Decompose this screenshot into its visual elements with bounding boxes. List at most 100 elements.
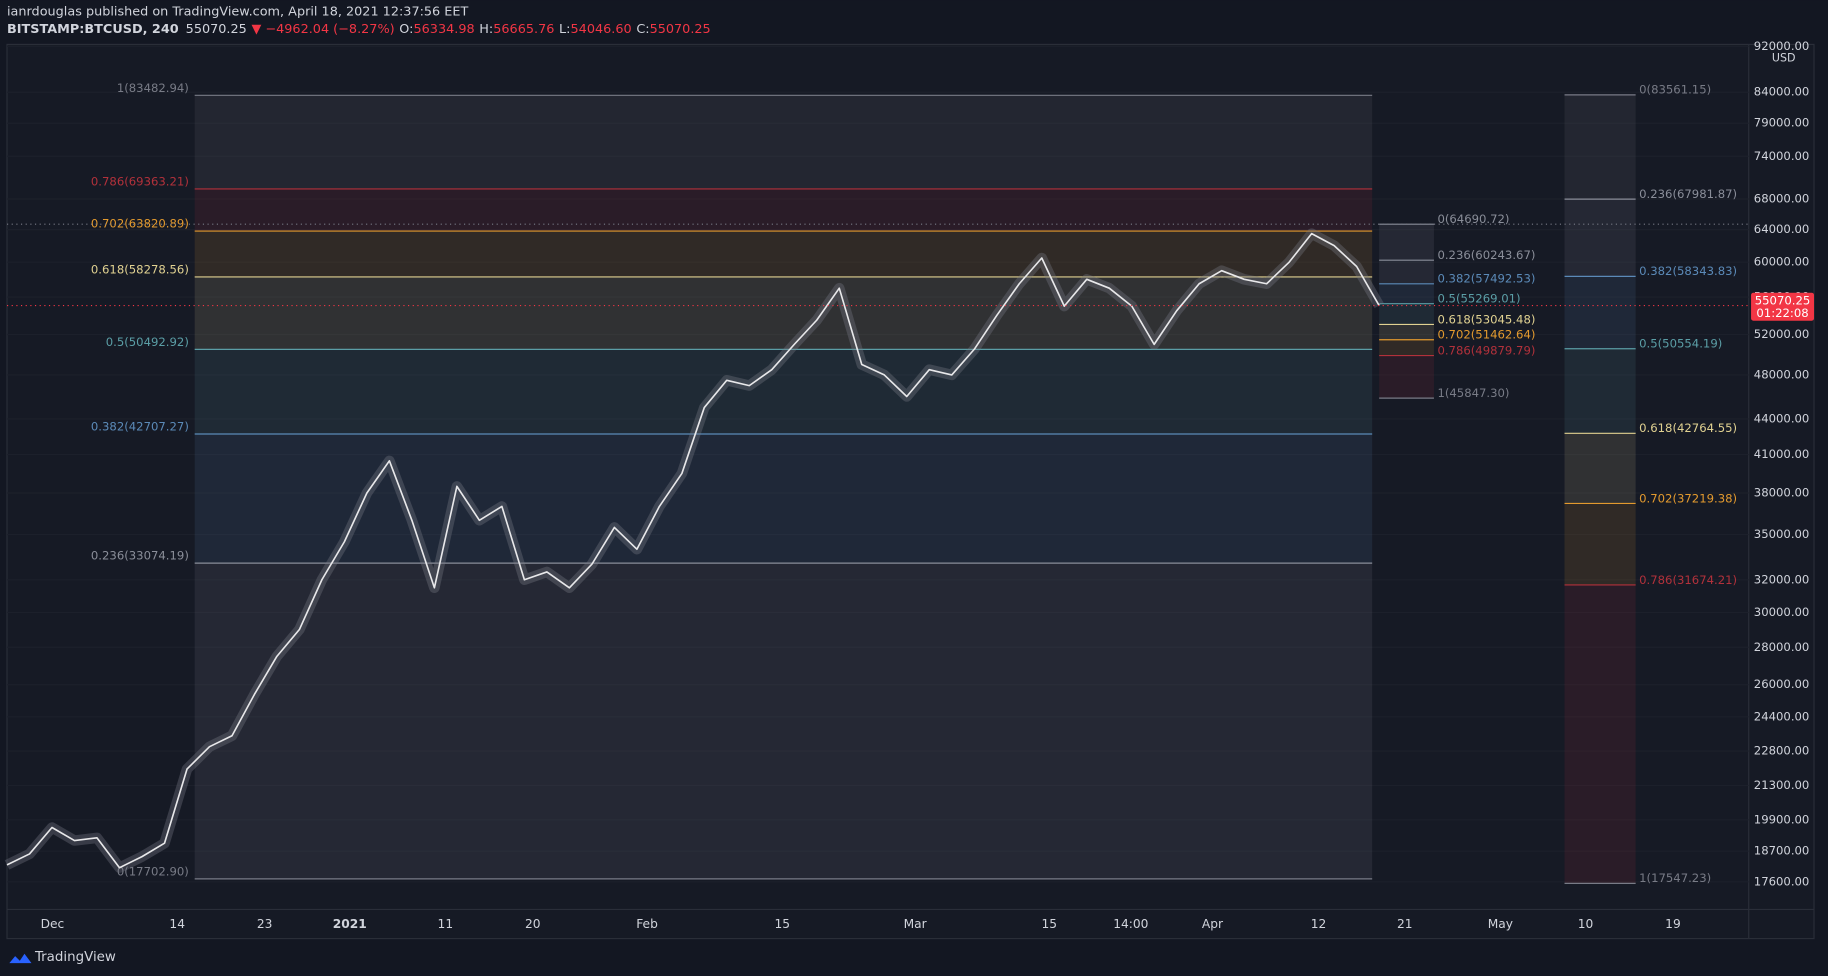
fib-label: 0.786(49879.79) [1437,343,1535,357]
fib-label: 0.382(57492.53) [1437,272,1535,286]
price-tag-countdown: 01:22:08 [1756,306,1808,320]
change: ▼ −4962.04 (−8.27%) [251,22,394,37]
fib-band [1564,348,1636,434]
fib-band [1379,224,1434,261]
fib-label: 0.618(53045.48) [1437,312,1535,326]
x-tick-label: 15 [1041,917,1057,931]
x-tick-label: 14:00 [1113,917,1148,931]
fib-label: 0(83561.15) [1639,83,1711,97]
y-tick-label: 48000.00 [1754,367,1810,381]
x-tick-label: 20 [525,917,541,931]
y-tick-label: 26000.00 [1754,677,1810,691]
x-tick-label: 21 [1397,917,1413,931]
fib-label: 0.702(51462.64) [1437,328,1535,342]
fib-label: 0.382(42707.27) [91,419,189,433]
x-tick-label: 15 [774,917,790,931]
x-tick-label: 14 [169,917,185,931]
logo [9,953,32,964]
fib-label: 0.5(55269.01) [1437,292,1520,306]
fib-label: 0(17702.90) [117,864,189,878]
y-tick-label: 84000.00 [1754,85,1810,99]
fib-band [1564,94,1636,200]
y-tick-label: 64000.00 [1754,222,1810,236]
brand: TradingView [34,950,116,965]
y-tick-label: 92000.00 [1754,39,1810,53]
x-tick-label: 11 [438,917,454,931]
y-tick-label: 21300.00 [1754,778,1810,792]
x-tick-label: 19 [1665,917,1681,931]
x-tick-label: 12 [1311,917,1327,931]
ohlc-value: 54046.60 [571,22,632,37]
symbol: BITSTAMP:BTCUSD, 240 [7,22,179,37]
fib-label: 1(83482.94) [117,81,189,95]
y-tick-label: 74000.00 [1754,149,1810,163]
fib-label: 0.618(58278.56) [91,262,189,276]
fib-band [1564,199,1636,277]
fib-label: 1(45847.30) [1437,386,1509,400]
x-tick-label: Feb [636,917,658,931]
ohlc-key: O: [399,22,413,37]
fib-label: 0(64690.72) [1437,212,1509,226]
fib-band [1564,503,1636,585]
fib-band [194,433,1373,564]
y-tick-label: 60000.00 [1754,255,1810,269]
x-tick-label: 23 [257,917,273,931]
y-tick-label: 22800.00 [1754,744,1810,758]
fib-band [1379,355,1434,399]
fib-label: 0.382(58343.83) [1639,264,1737,278]
last: 55070.25 [186,22,247,37]
fib-band [1379,283,1434,304]
x-tick-label: 10 [1578,917,1594,931]
fib-band [1379,339,1434,356]
fib-label: 0.5(50554.19) [1639,337,1722,351]
y-tick-label: 28000.00 [1754,640,1810,654]
fib-band [1564,276,1636,349]
ohlc-key: L: [559,22,570,37]
quote-line: BITSTAMP:BTCUSD, 240 55070.25 ▼ −4962.04 (… [7,22,711,37]
y-tick-label: 35000.00 [1754,527,1810,541]
x-tick-label: 2021 [333,917,367,931]
fib-label: 0.786(31674.21) [1639,573,1737,587]
x-tick-label: Dec [41,917,65,931]
price-line [6,232,1380,869]
fib-band [194,231,1373,277]
x-tick-label: Apr [1202,917,1224,931]
fib-band [1564,584,1636,884]
x-tick-label: Mar [904,917,928,931]
publisher: ianrdouglas published on TradingView.com… [7,4,468,19]
ohlc-value: 56334.98 [413,22,474,37]
fib-band [194,349,1373,434]
y-tick-label: 18700.00 [1754,844,1810,858]
fib-label: 0.702(63820.89) [91,217,189,231]
y-tick-label: 79000.00 [1754,116,1810,130]
y-tick-label: 38000.00 [1754,485,1810,499]
fib-band [194,95,1373,189]
fib-label: 0.236(60243.67) [1437,248,1535,262]
fib-label: 0.786(69363.21) [91,174,189,188]
ohlc-value: 56665.76 [493,22,554,37]
y-tick-label: 30000.00 [1754,605,1810,619]
ohlc-key: H: [479,22,493,37]
y-tick-label: 24400.00 [1754,709,1810,723]
fib-band [1379,324,1434,340]
y-tick-label: 41000.00 [1754,447,1810,461]
y-tick-label: 44000.00 [1754,411,1810,425]
y-tick-label: 17600.00 [1754,874,1810,888]
y-tick-label: 32000.00 [1754,572,1810,586]
fib-band [1379,260,1434,284]
chart-pane [6,43,1815,940]
fib-label: 0.618(42764.55) [1639,421,1737,435]
x-tick-label: May [1488,917,1513,931]
fib-label: 0.5(50492.92) [106,335,189,349]
y-tick-label: 68000.00 [1754,191,1810,205]
price-tag [1751,292,1815,321]
fib-band [194,563,1373,879]
fib-band [1379,303,1434,325]
ohlc-value: 55070.25 [650,22,711,37]
price-tag-value: 55070.25 [1755,293,1811,307]
fib-label: 0.702(37219.38) [1639,491,1737,505]
fib-label: 0.236(33074.19) [91,549,189,563]
fib-label: 1(17547.23) [1639,871,1711,885]
